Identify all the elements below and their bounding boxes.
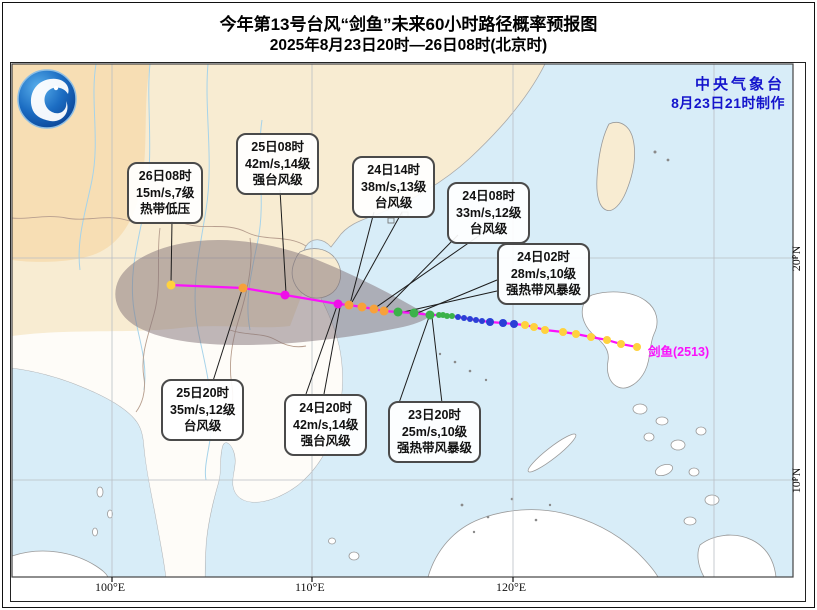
agency-credit: 中央气象台 8月23日21时制作 [560, 76, 785, 112]
forecast-label-25d20h: 25日20时 35m/s,12级 台风级 [161, 379, 245, 441]
label-category: 热带低压 [140, 202, 191, 216]
track-point [530, 323, 538, 331]
label-time: 24日02时 [517, 250, 570, 264]
track-point [572, 330, 580, 338]
lon-tick-110e: 110°E [295, 580, 325, 594]
luzon-island [581, 291, 658, 389]
page-subtitle: 2025年8月23日20时—26日08时(北京时) [269, 37, 548, 54]
mindanao-island [697, 534, 777, 577]
track-point [369, 304, 379, 314]
track-point [379, 306, 389, 316]
issue-time: 8月23日21时制作 [671, 94, 785, 111]
label-wind: 42m/s,14级 [245, 156, 311, 171]
label-category: 台风级 [469, 222, 508, 236]
lon-tick-120e: 120°E [496, 580, 527, 594]
cma-logo-icon [17, 69, 77, 129]
track-point [473, 317, 479, 323]
track-point [499, 319, 507, 327]
reef-specks [438, 150, 670, 534]
track-point [541, 326, 549, 334]
lat-tick-20n: 20°N [789, 245, 804, 272]
page-title: 今年第13号台风“剑鱼”未来60小时路径概率预报图 [219, 15, 598, 34]
agency-name: 中央气象台 [694, 76, 785, 93]
track-point [479, 318, 485, 324]
label-wind: 28m/s,10级 [510, 266, 577, 281]
label-wind: 42m/s,14级 [293, 417, 359, 432]
label-time: 25日20时 [176, 386, 230, 400]
track-point [166, 280, 176, 290]
track-point [467, 316, 473, 322]
label-time: 24日08时 [462, 189, 516, 203]
forecast-label-24d08h: 24日08时 33m/s,12级 台风级 [447, 182, 531, 244]
label-category: 强热带风暴级 [506, 283, 582, 297]
axis-ticks [111, 257, 798, 582]
track-point [409, 308, 419, 318]
label-wind: 38m/s,13级 [361, 179, 427, 194]
track-point [603, 336, 611, 344]
track-point [461, 315, 467, 321]
map-frame [11, 63, 794, 578]
islands [12, 122, 777, 577]
track-point [521, 321, 529, 329]
label-time: 24日20时 [299, 401, 353, 415]
label-wind: 15m/s,7级 [136, 185, 195, 200]
forecast-label-24d20h: 24日20时 42m/s,14级 强台风级 [284, 394, 368, 456]
borneo-island [427, 509, 659, 577]
forecast-label-26d08h: 26日08时 15m/s,7级 热带低压 [127, 162, 204, 224]
forecast-label-24d14h: 24日14时 38m/s,13级 台风级 [352, 156, 436, 218]
track-point [617, 340, 625, 348]
philippine-islands [527, 403, 737, 546]
track-point [425, 310, 435, 320]
track-point [559, 328, 567, 336]
track-point [238, 283, 248, 293]
label-category: 台风级 [374, 196, 413, 210]
label-wind: 25m/s,10级 [401, 424, 468, 439]
taiwan-island [596, 122, 635, 211]
small-islands [92, 486, 360, 561]
track-point [510, 320, 518, 328]
track-point [449, 313, 455, 319]
track-point [486, 318, 494, 326]
label-wind: 35m/s,12级 [170, 402, 236, 417]
leader-lines [170, 189, 498, 404]
track-point [587, 333, 595, 341]
label-time: 26日08时 [138, 169, 192, 183]
track-point [344, 300, 354, 310]
label-category: 强台风级 [252, 173, 303, 187]
forecast-label-25d08h: 25日08时 42m/s,14级 强台风级 [236, 133, 320, 195]
track-point [357, 302, 367, 312]
track-point [436, 312, 442, 318]
label-category: 台风级 [183, 419, 222, 433]
forecast-label-24d02h: 24日02时 28m/s,10级 强热带风暴级 [497, 243, 591, 305]
label-wind: 33m/s,12级 [456, 205, 522, 220]
lon-tick-100e: 100°E [95, 580, 126, 594]
storm-name-label: 剑鱼(2513) [648, 345, 710, 359]
track-point [280, 290, 290, 300]
track-point [333, 299, 343, 309]
track-point [633, 343, 641, 351]
label-time: 25日08时 [251, 140, 305, 154]
track-point [455, 314, 461, 320]
typhoon-track [166, 280, 641, 351]
label-time: 23日20时 [408, 408, 461, 422]
label-time: 24日14时 [367, 163, 421, 177]
label-category: 强台风级 [300, 434, 351, 448]
label-category: 强热带风暴级 [397, 441, 473, 455]
forecast-label-23d20h: 23日20时 25m/s,10级 强热带风暴级 [388, 401, 482, 463]
sumatra-corner [12, 550, 109, 577]
lat-tick-10n: 10°N [789, 467, 804, 494]
track-point [393, 307, 403, 317]
